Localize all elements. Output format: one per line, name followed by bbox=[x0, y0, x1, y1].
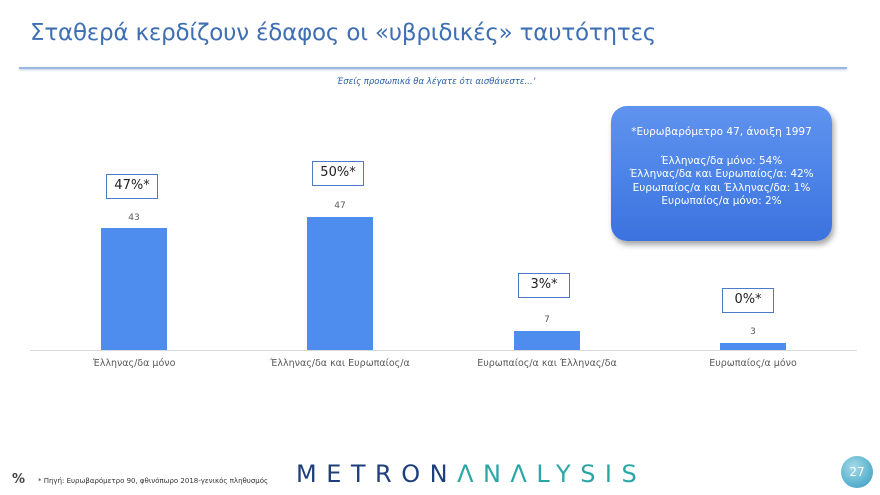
callout-heading: *Ευρωβαρόμετρο 47, άνοιξη 1997 bbox=[631, 126, 812, 138]
bar-european-and-hellenic bbox=[514, 331, 580, 350]
comparison-badge: 47%* bbox=[106, 174, 158, 199]
page-number-badge: 27 bbox=[841, 456, 873, 488]
logo-analysis: ΛNΛLYSIS bbox=[457, 460, 647, 488]
subtitle-text: Έσείς προσωπικά θα λέγατε ότι αισθάνεστε… bbox=[336, 77, 536, 87]
comparison-badge: 50%* bbox=[312, 161, 364, 186]
bar-value-label: 47 bbox=[334, 201, 346, 211]
x-axis-line bbox=[30, 350, 857, 351]
bar-hellenic-only bbox=[101, 228, 167, 350]
page-title: Σταθερά κερδίζουν έδαφος οι «υβριδικές» … bbox=[30, 20, 657, 46]
title-divider bbox=[19, 67, 847, 69]
bar-value-label: 3 bbox=[750, 327, 756, 337]
question-subtitle: Έσείς προσωπικά θα λέγατε ότι αισθάνεστε… bbox=[0, 77, 880, 87]
category-label: Έλληνας/δα και Ευρωπαίος/α bbox=[270, 358, 410, 369]
comparison-badge: 3%* bbox=[518, 273, 570, 298]
callout-line: Έλληνας/δα και Ευρωπαίος/α: 42% bbox=[629, 168, 814, 180]
bar-european-only bbox=[720, 343, 786, 350]
category-label: Έλληνας/δα μόνο bbox=[92, 358, 176, 369]
bar-hellenic-and-european bbox=[307, 217, 373, 350]
comparison-callout-box: *Ευρωβαρόμετρο 47, άνοιξη 1997 Έλληνας/δ… bbox=[611, 106, 832, 241]
metron-analysis-logo: METRONΛNΛLYSIS bbox=[296, 460, 646, 488]
bar-value-label: 7 bbox=[544, 315, 550, 325]
callout-line: Έλληνας/δα μόνο: 54% bbox=[660, 154, 783, 167]
source-footnote: * Πηγή: Ευρωβαρόμετρο 90, φθινόπωρο 2018… bbox=[38, 477, 269, 485]
logo-metron: METRON bbox=[296, 460, 458, 488]
category-label: Ευρωπαίος/α και Έλληνας/δα bbox=[477, 358, 617, 369]
callout-line: Ευρωπαίος/α μόνο: 2% bbox=[661, 195, 782, 207]
callout-spacer bbox=[611, 140, 832, 155]
callout-line: Ευρωπαίος/α και Έλληνας/δα: 1% bbox=[632, 181, 811, 194]
percent-unit-icon: % bbox=[12, 472, 26, 487]
category-label: Ευρωπαίος/α μόνο bbox=[709, 358, 797, 369]
comparison-badge: 0%* bbox=[722, 288, 774, 313]
bar-value-label: 43 bbox=[128, 213, 140, 223]
